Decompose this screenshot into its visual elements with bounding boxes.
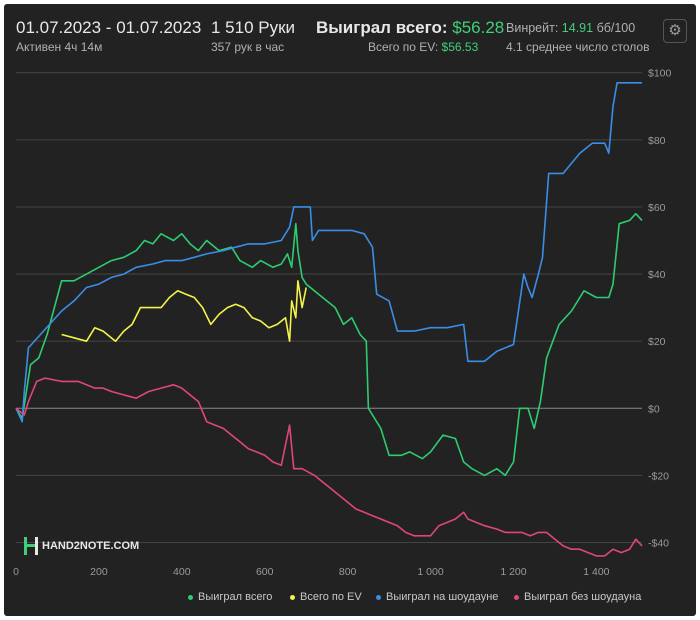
avg-tables: 4.1 среднее число столов — [506, 40, 650, 54]
legend-dot-icon — [290, 594, 295, 600]
winrate-unit: бб/100 — [596, 21, 636, 35]
series-lines — [15, 82, 643, 557]
logo-mark-icon — [24, 537, 38, 555]
series-line — [15, 212, 643, 477]
legend-item[interactable]: Выиграл без шоудауна — [514, 591, 641, 603]
legend-label: Всего по EV — [300, 591, 362, 603]
legend-item[interactable]: Выиграл всего — [188, 591, 272, 603]
legend-item[interactable]: Выиграл на шоудауне — [376, 591, 498, 603]
logo-text: HAND2NOTE.COM — [42, 539, 140, 552]
legend-item[interactable]: Всего по EV — [290, 591, 362, 603]
grid — [16, 72, 642, 544]
y-tick-label: $20 — [648, 336, 666, 348]
hands-count: 1 510 Руки — [211, 18, 296, 37]
active-time: Активен 4ч 14м — [16, 40, 103, 54]
y-tick-label: $100 — [648, 68, 672, 80]
winrate-value: 14.91 — [561, 21, 594, 35]
y-tick-label: -$20 — [648, 470, 669, 482]
x-tick-label: 1 000 — [417, 566, 443, 578]
winrate-label: Винрейт: — [506, 21, 559, 35]
date-range: 01.07.2023 - 01.07.2023 — [16, 18, 202, 37]
hand2note-logo: HAND2NOTE.COM — [24, 537, 139, 555]
legend-label: Выиграл без шоудауна — [524, 591, 642, 603]
x-tick-label: 600 — [256, 566, 274, 578]
legend-dot-icon — [514, 594, 519, 600]
y-tick-label: $40 — [648, 269, 666, 281]
legend-label: Выиграл на шоудауне — [386, 591, 499, 603]
gear-icon[interactable]: ⚙ — [663, 19, 687, 43]
ev-label: Всего по EV: — [368, 40, 439, 54]
x-tick-label: 200 — [90, 566, 108, 578]
y-tick-label: $0 — [648, 403, 660, 415]
stats-panel — [4, 4, 696, 616]
x-tick-label: 0 — [13, 566, 19, 578]
y-tick-label: -$40 — [648, 538, 669, 550]
series-line — [61, 280, 307, 342]
series-line — [15, 82, 642, 423]
hands-per-hour: 357 рук в час — [211, 40, 285, 54]
x-tick-label: 400 — [173, 566, 191, 578]
x-tick-label: 800 — [339, 566, 357, 578]
won-label: Выиграл всего: — [316, 18, 448, 37]
y-tick-label: $80 — [648, 135, 666, 147]
legend-dot-icon — [188, 594, 193, 600]
legend-dot-icon — [376, 594, 381, 600]
won-value: $56.28 — [452, 18, 505, 37]
won-total: Выиграл всего: $56.28 — [316, 18, 504, 38]
x-tick-label: 1 200 — [500, 566, 526, 578]
ev-value: $56.53 — [441, 40, 479, 54]
x-tick-label: 1 400 — [583, 566, 609, 578]
axis-ticks: $100 $80 $60 $40 $20 $0 -$20 -$40 0 200 400 600 800 1… — [13, 68, 671, 578]
winrate: Винрейт: 14.91 бб/100 — [506, 21, 635, 35]
legend-label: Выиграл всего — [198, 591, 273, 603]
series-line — [15, 377, 643, 557]
ev-total: Всего по EV: $56.53 — [368, 40, 478, 54]
y-tick-label: $60 — [648, 202, 666, 214]
